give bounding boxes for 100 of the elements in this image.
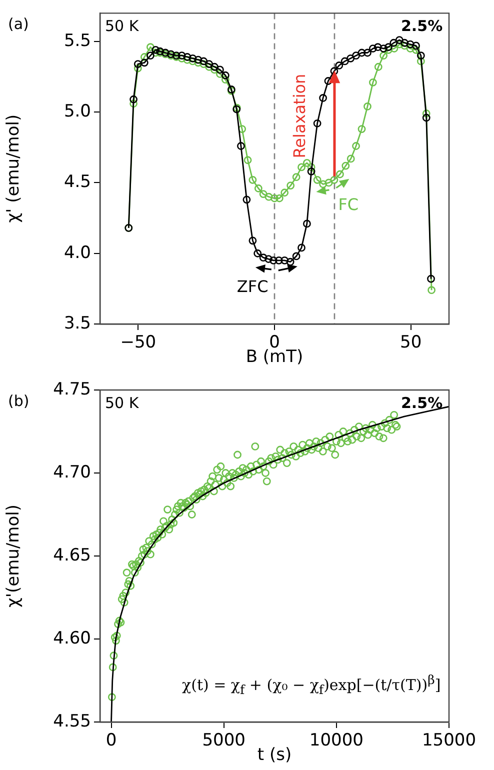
point [368,44,377,52]
point [374,62,382,71]
y-tick-label: 4.70 [53,462,91,482]
point [292,173,300,182]
point [216,70,224,78]
point [313,119,322,128]
point [221,76,230,84]
point [238,125,246,133]
y-tick-label: 4.5 [64,172,91,192]
annotation: 50 K [105,394,139,412]
point [298,244,306,252]
y-tick-label: 4.55 [53,711,91,732]
y-tick-label: 5.5 [64,30,91,51]
x-axis-title: t (s) [257,745,292,766]
point [390,38,398,47]
point [242,196,251,204]
text: (b) [8,392,30,410]
point [400,38,409,47]
annotation: 50 K [105,17,139,36]
point [286,258,294,266]
point [216,66,224,74]
point [205,62,214,71]
annotation: FC [338,194,359,214]
point [280,256,289,264]
point [302,159,311,167]
point [248,176,257,184]
point [264,255,272,263]
point [330,176,338,184]
point [146,43,154,52]
point [302,220,311,228]
annotation: 2.5% [401,17,443,36]
annotation: ZFC [236,277,268,296]
point [364,102,372,110]
x-tick-label: 15000 [422,730,476,751]
point [335,62,344,70]
point [178,52,186,60]
y-tick-label: 4.75 [53,379,91,400]
point [183,53,192,61]
point [406,44,414,52]
point [130,100,138,108]
point [346,154,355,163]
point [210,66,218,74]
x-tick-label: −50 [120,332,156,353]
point [237,142,245,150]
point [280,188,289,197]
point [259,190,268,198]
point [292,252,300,260]
point [352,52,360,60]
point [412,42,420,50]
point [330,67,338,76]
point [324,178,333,187]
point [346,54,355,62]
point [221,71,230,80]
point [390,44,398,52]
point [313,176,322,184]
text: (a) [8,15,29,34]
point [248,236,257,245]
point [412,46,420,54]
point [358,48,366,57]
point [422,110,430,118]
point [254,184,262,192]
y-tick-label: 4.60 [53,628,91,648]
point [384,43,392,52]
point [205,60,214,68]
point [368,78,377,86]
point [352,142,360,150]
point [319,94,327,102]
annotation: χ(t) = χ$_{f}$ + (χ₀ − χ$_{f}$)exp[−(t/τ(T))$^{β}$] [182,672,441,697]
point [395,36,404,44]
point [140,58,148,67]
point [358,125,366,133]
point [380,52,388,60]
point [188,54,197,62]
annotation: Relaxation [290,74,310,159]
y-axis-title: χ' (emu/mol) [4,114,24,223]
point [134,60,142,68]
point [259,254,268,262]
point [422,114,430,122]
point [307,167,316,176]
point [298,163,306,172]
point [274,256,283,264]
y-tick-label: 3.5 [64,313,91,334]
x-tick-label: 10000 [309,730,364,751]
point [374,43,382,52]
point [194,56,202,64]
point [319,180,327,188]
point [342,162,350,170]
point [275,194,284,202]
point [269,256,278,264]
point [200,57,208,66]
x-tick-label: 0 [106,730,117,751]
y-tick-label: 5.0 [64,102,91,122]
point [416,52,425,60]
x-tick-label: 50 [400,332,422,353]
point [336,170,344,178]
point [134,64,142,72]
point [380,44,388,52]
annotation: 2.5% [401,394,443,412]
point [264,192,273,201]
point [324,77,332,85]
